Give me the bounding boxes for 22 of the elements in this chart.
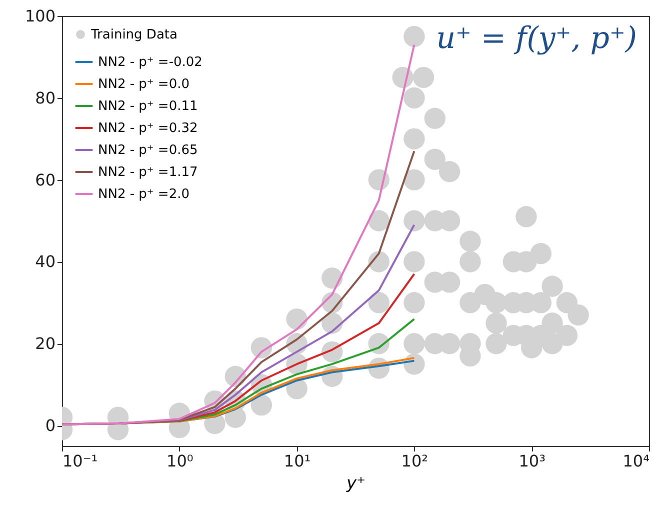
x-tick-label: 10⁻¹	[62, 452, 98, 470]
legend-label: NN2 - p⁺ =2.0	[98, 187, 190, 202]
legend-label: NN2 - p⁺ =1.17	[98, 165, 198, 180]
legend-label: NN2 - p⁺ =0.65	[98, 143, 198, 158]
y-tick-label: 100	[24, 6, 56, 26]
legend-label: NN2 - p⁺ =0.11	[98, 99, 198, 114]
x-tick-label: 10³	[518, 452, 546, 470]
x-tick-label: 10²	[401, 452, 428, 470]
legend-label: Training Data	[90, 28, 178, 42]
x-tick-label: 10⁰	[166, 452, 194, 470]
y-tick-label: 60	[35, 170, 56, 190]
x-tick-label: 10¹	[284, 452, 311, 470]
y-tick-label: 80	[35, 88, 56, 108]
y-tick-label: 20	[35, 334, 56, 354]
x-tick-label: 10⁴	[622, 452, 650, 470]
legend-label: NN2 - p⁺ =0.32	[98, 121, 198, 136]
y-tick-label: 0	[45, 416, 56, 436]
x-axis-title: y⁺	[345, 474, 366, 494]
legend-label: NN2 - p⁺ =0.0	[98, 77, 190, 92]
y-tick-label: 40	[35, 252, 56, 272]
annotation: u⁺ = f(y⁺, p⁺)	[436, 21, 637, 56]
legend-label: NN2 - p⁺ =-0.02	[98, 55, 202, 70]
